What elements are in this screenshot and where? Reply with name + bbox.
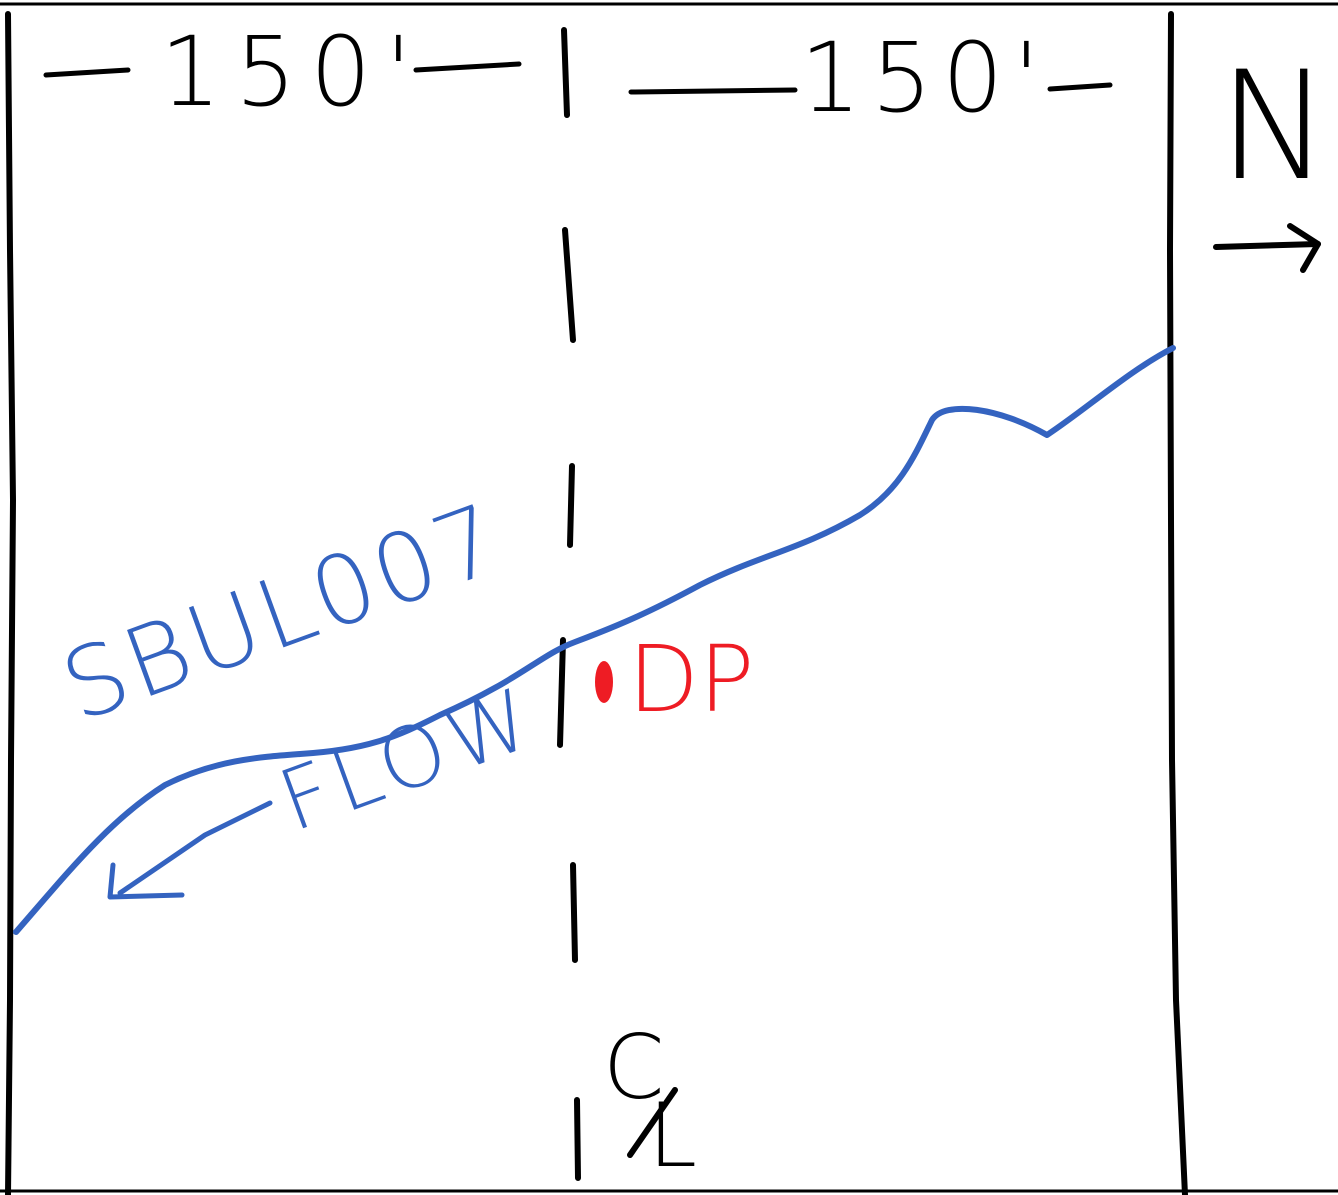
- right-boundary-line: [1167, 11, 1188, 1195]
- right-width-label: 150': [800, 22, 1050, 134]
- discharge-point-label: DP: [628, 626, 755, 733]
- left-boundary-line: [5, 11, 16, 1195]
- centerline-label-l: L: [648, 1084, 698, 1187]
- centerline-symbol-slash: [627, 1087, 678, 1158]
- left-dimension-dash-1: [43, 67, 131, 78]
- right-dimension-dash-1: [628, 87, 798, 95]
- right-dimension-dash-2: [1047, 82, 1113, 92]
- centerline-dash-6: [574, 1097, 581, 1181]
- discharge-point-marker: [595, 661, 613, 703]
- centerline-label-c: C: [603, 1016, 665, 1119]
- centerline-dash-1: [561, 27, 570, 118]
- centerline-dash-4: [557, 637, 566, 748]
- centerline-dash-2: [562, 227, 576, 343]
- flow-direction-icon: [107, 800, 273, 900]
- arrow-right-icon: [1213, 223, 1321, 273]
- stream-line: [13, 345, 1176, 935]
- north-label: N: [1218, 40, 1331, 214]
- centerline-dash-3: [567, 463, 575, 548]
- centerline-dash-5: [570, 862, 578, 963]
- left-width-label: 150': [160, 16, 426, 128]
- left-dimension-dash-2: [413, 61, 522, 73]
